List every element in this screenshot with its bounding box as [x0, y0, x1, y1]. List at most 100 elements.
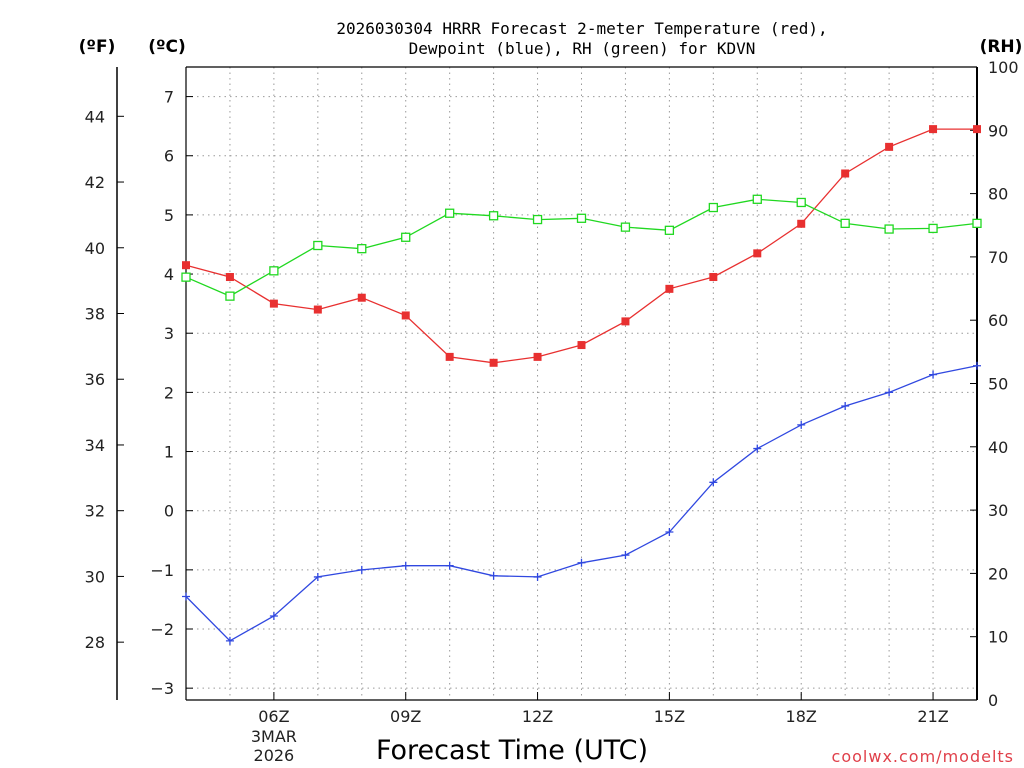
time-tick-label: 12Z [522, 707, 553, 726]
rh-tick-label: 30 [988, 501, 1008, 520]
rh-tick-label: 100 [988, 58, 1019, 77]
data-point-marker [840, 218, 850, 229]
data-point-marker [488, 211, 499, 221]
fahrenheit-tick-label: 36 [85, 370, 105, 389]
rh-tick-label: 80 [988, 185, 1008, 204]
chart-title-line-1: 2026030304 HRRR Forecast 2-meter Tempera… [336, 19, 827, 38]
chart-title-line-2: Dewpoint (blue), RH (green) for KDVN [409, 39, 756, 58]
data-point-marker [796, 197, 806, 208]
data-point-marker [533, 572, 542, 581]
data-point-marker [752, 194, 762, 204]
celsius-tick-label: 5 [164, 206, 174, 225]
celsius-tick-label: −2 [150, 620, 174, 639]
data-point-marker [621, 551, 630, 560]
data-point-marker [577, 558, 586, 567]
data-point-marker [973, 125, 981, 134]
data-point-marker [445, 352, 454, 361]
series-line [185, 365, 978, 642]
data-point-marker [357, 565, 366, 574]
data-point-marker [841, 169, 850, 178]
data-point-marker [225, 291, 235, 301]
celsius-tick-label: 4 [164, 265, 174, 284]
celsius-tick-label: 1 [164, 443, 174, 462]
grid-lines [186, 67, 977, 700]
data-point-marker [928, 223, 938, 234]
data-point-marker [973, 361, 981, 370]
data-point-marker [225, 636, 234, 645]
data-point-marker [182, 261, 190, 270]
celsius-tick-label: 6 [164, 147, 174, 166]
data-point-marker [401, 232, 411, 242]
series-rh [181, 194, 982, 301]
fahrenheit-tick-label: 38 [85, 304, 105, 323]
source-credit: coolwx.com/modelts [832, 747, 1014, 766]
data-point-marker [489, 571, 498, 580]
time-tick-label: 06Z [258, 707, 289, 726]
data-point-marker [533, 352, 542, 361]
data-point-marker [708, 202, 718, 213]
rh-unit-label: (RH) [980, 37, 1023, 57]
rh-tick-label: 20 [988, 564, 1008, 583]
data-point-marker [665, 527, 674, 536]
time-tick-date-label: 2026 [254, 746, 295, 765]
x-axis-title: Forecast Time (UTC) [376, 735, 648, 766]
rh-tick-label: 70 [988, 248, 1008, 267]
rh-tick-label: 40 [988, 438, 1008, 457]
celsius-tick-label: 2 [164, 383, 174, 402]
data-point-marker [445, 561, 454, 570]
data-point-marker [269, 611, 278, 620]
series-line [185, 128, 977, 364]
data-point-marker [620, 222, 631, 232]
data-point-marker [313, 240, 323, 251]
axis-ticks: −3−2−10123456728303234363840424401020304… [85, 58, 1019, 765]
data-point-marker [357, 244, 367, 254]
data-point-marker [269, 299, 278, 308]
time-tick-label: 09Z [390, 707, 421, 726]
data-point-marker [929, 125, 938, 134]
time-tick-label: 21Z [917, 707, 948, 726]
rh-tick-label: 90 [988, 121, 1008, 140]
data-point-marker [313, 305, 322, 314]
data-point-marker [972, 218, 982, 229]
data-point-marker [664, 225, 675, 235]
celsius-tick-label: −3 [150, 679, 174, 698]
time-tick-label: 15Z [654, 707, 685, 726]
rh-tick-label: 60 [988, 311, 1008, 330]
rh-tick-label: 50 [988, 375, 1008, 394]
data-point-marker [621, 317, 630, 326]
data-point-marker [709, 478, 718, 487]
data-point-marker [313, 572, 322, 581]
data-point-marker [929, 370, 938, 379]
chart-axes [116, 66, 978, 701]
celsius-tick-label: −1 [150, 561, 174, 580]
time-tick-label: 18Z [786, 707, 817, 726]
celsius-tick-label: 0 [164, 502, 174, 521]
data-point-marker [401, 561, 410, 570]
data-point-marker [489, 358, 498, 367]
data-point-marker [357, 293, 366, 302]
data-point-marker [401, 311, 410, 320]
time-tick-date-label: 3MAR [251, 727, 297, 746]
data-point-marker [885, 142, 894, 151]
fahrenheit-tick-label: 40 [85, 239, 105, 258]
data-point-marker [665, 284, 674, 293]
data-point-marker [797, 219, 806, 228]
data-point-marker [753, 249, 762, 258]
data-point-marker [445, 208, 455, 218]
fahrenheit-tick-label: 44 [85, 107, 105, 126]
fahrenheit-tick-label: 34 [85, 436, 105, 455]
data-point-marker [884, 224, 894, 234]
data-point-marker [797, 420, 806, 429]
celsius-tick-label: 7 [164, 88, 174, 107]
data-point-marker [577, 341, 586, 350]
data-point-marker [269, 266, 279, 276]
data-point-marker [885, 388, 894, 397]
data-point-marker [225, 273, 234, 282]
data-point-marker [181, 272, 191, 282]
fahrenheit-tick-label: 32 [85, 502, 105, 521]
rh-tick-label: 0 [988, 691, 998, 710]
fahrenheit-tick-label: 30 [85, 567, 105, 586]
series-dewpoint [182, 361, 981, 645]
data-series [181, 125, 982, 645]
